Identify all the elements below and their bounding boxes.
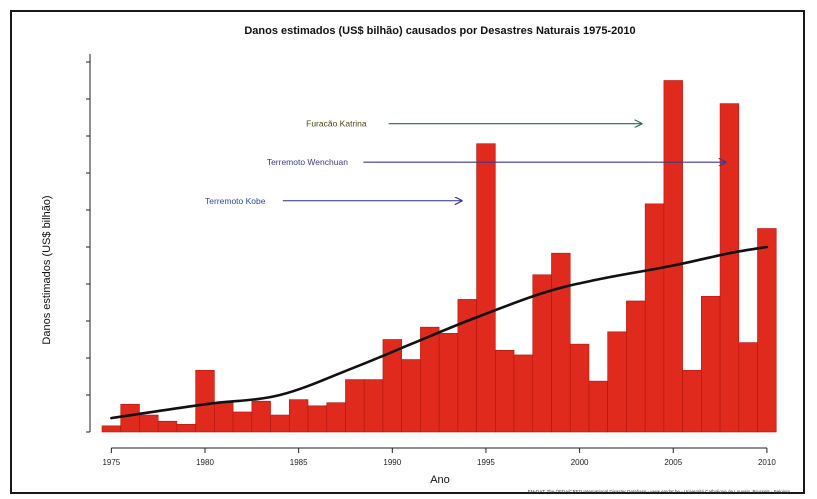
bar-1975 — [101, 425, 122, 433]
chart-title: Danos estimados (US$ bilhão) causados po… — [244, 25, 635, 37]
bar-1980 — [195, 370, 215, 433]
trend-group — [110, 245, 769, 420]
bar-2000 — [569, 343, 590, 433]
bar-1987 — [326, 402, 346, 433]
bar-1996 — [495, 349, 515, 433]
bar-1998 — [532, 274, 552, 433]
bar-1999 — [551, 252, 571, 433]
x-axis-label: Ano — [430, 474, 450, 486]
x-tick-label-2010: 2010 — [758, 458, 776, 467]
bar-1979 — [176, 423, 196, 433]
annotation-label-1: Terremoto Wenchuan — [267, 157, 348, 167]
bar-2009 — [738, 342, 758, 433]
bar-1992 — [420, 326, 440, 433]
bar-1993 — [438, 333, 459, 433]
annotation-label-0: Furacão Katrina — [306, 119, 367, 129]
bar-1978 — [157, 420, 178, 433]
bar-2004 — [644, 203, 665, 433]
bar-1989 — [363, 379, 384, 433]
bar-2005 — [663, 80, 683, 433]
x-tick-label-2000: 2000 — [571, 458, 589, 467]
bar-2008 — [719, 103, 740, 433]
bars-group — [101, 80, 777, 433]
bar-1982 — [232, 411, 253, 433]
trend-line — [110, 245, 769, 420]
bar-2003 — [626, 300, 646, 433]
bar-2001 — [588, 380, 608, 433]
x-tick-label-1980: 1980 — [196, 458, 214, 467]
bar-1983 — [251, 400, 271, 433]
x-tick-label-1975: 1975 — [102, 458, 120, 467]
bar-1997 — [513, 354, 534, 433]
annotation-label-2: Terremoto Kobe — [205, 196, 266, 206]
chart-frame: Danos estimados (US$ bilhão) causados po… — [10, 10, 805, 494]
bar-1991 — [401, 359, 421, 433]
bar-1995 — [476, 143, 496, 433]
bar-1976 — [120, 403, 140, 433]
bar-2006 — [682, 370, 702, 433]
x-tick-label-1985: 1985 — [290, 458, 308, 467]
bar-1985 — [288, 399, 309, 433]
bar-2010 — [757, 228, 777, 433]
x-tick-label-1990: 1990 — [383, 458, 401, 467]
y-axis-label: Danos estimados (US$ bilhão) — [41, 195, 53, 344]
bar-1986 — [307, 405, 328, 433]
x-tick-label-2005: 2005 — [664, 458, 682, 467]
source-note: EM-DAT: The OFDA/CRED International Disa… — [528, 489, 790, 494]
bar-1977 — [139, 414, 159, 433]
chart-svg: Danos estimados (US$ bilhão) causados po… — [41, 25, 790, 494]
bar-1981 — [214, 402, 234, 433]
bar-1988 — [345, 379, 365, 433]
bar-1984 — [270, 414, 290, 433]
x-tick-label-1995: 1995 — [477, 458, 495, 467]
axes-group: 1975 1980 1985 1990 1995 2000 2005 2010 — [86, 54, 776, 467]
bar-2002 — [607, 331, 627, 433]
bar-2007 — [701, 296, 721, 433]
annotations-group: Furacão Katrina Terremoto Wenchuan Terremo… — [205, 119, 726, 206]
